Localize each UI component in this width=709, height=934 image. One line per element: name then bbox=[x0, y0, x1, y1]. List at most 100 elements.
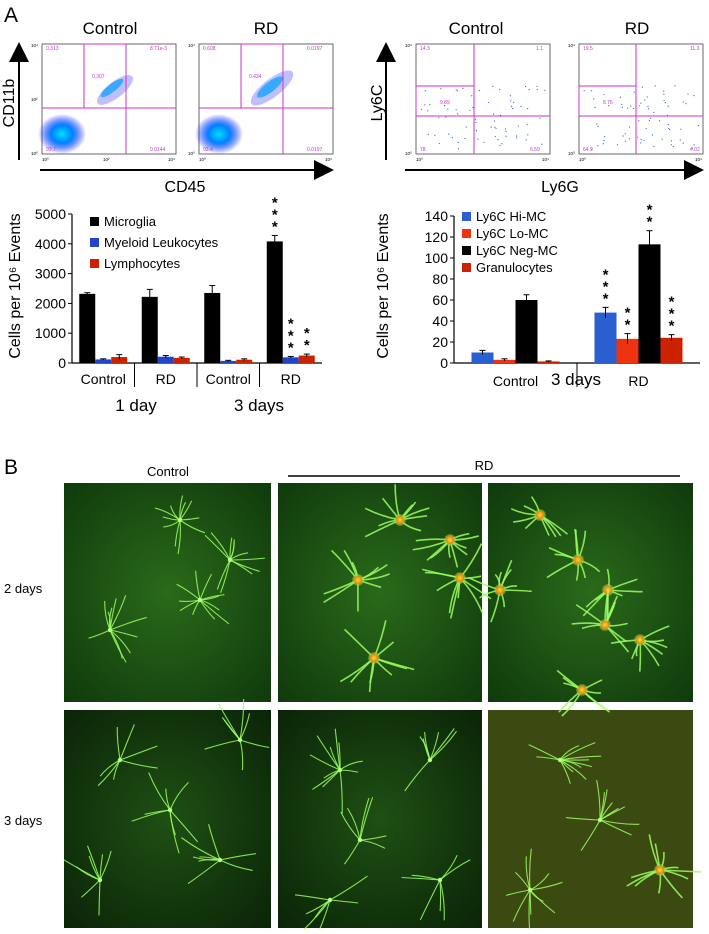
micro-cell bbox=[63, 845, 112, 916]
scatter-dot bbox=[525, 139, 527, 141]
scatter-dot bbox=[524, 85, 527, 88]
q-val: 8.71e-3 bbox=[150, 46, 167, 52]
scatter-dot bbox=[456, 113, 459, 115]
scatter-dot bbox=[438, 142, 440, 145]
q-val: 0.313 bbox=[46, 46, 59, 52]
significance-star: * bbox=[625, 305, 631, 322]
micro-cell bbox=[404, 728, 457, 792]
chart-left-categories: Control RD Control RD bbox=[81, 371, 301, 387]
scatter-dot bbox=[638, 105, 640, 107]
category-label: RD bbox=[281, 371, 301, 387]
q-val: 93.4 bbox=[203, 147, 213, 153]
tick-label: 10⁴ bbox=[405, 43, 412, 48]
scatter-dot bbox=[628, 126, 631, 128]
q-val: 11.3 bbox=[690, 46, 700, 52]
chart-left-bars: ******** bbox=[79, 194, 315, 363]
tick-label: 10⁰ bbox=[405, 151, 412, 156]
scatter-dot bbox=[492, 113, 495, 115]
scatter-dot bbox=[680, 128, 682, 130]
category-label: Control bbox=[493, 373, 538, 389]
chart-left-ylabel: Cells per 10⁶ Events bbox=[7, 213, 24, 358]
q-val: 0.434 bbox=[249, 74, 262, 80]
bar bbox=[111, 357, 128, 363]
q-val: 0.0144 bbox=[150, 147, 166, 153]
scatter-dot bbox=[469, 109, 471, 112]
row-label-2-days: 2 days bbox=[4, 581, 43, 596]
scatter-dot bbox=[670, 144, 672, 146]
legend-swatch bbox=[462, 229, 471, 238]
scatter-dot bbox=[593, 98, 595, 100]
scatter-dot bbox=[640, 139, 642, 141]
scatter-dot bbox=[440, 88, 442, 90]
chart-right-group: 3 days bbox=[551, 370, 601, 389]
scatter-dot bbox=[638, 120, 640, 122]
scatter-dot bbox=[520, 105, 522, 107]
scatter-dot bbox=[663, 99, 665, 102]
bar bbox=[298, 355, 315, 363]
scatter-dot bbox=[517, 125, 519, 127]
category-label: Control bbox=[81, 371, 126, 387]
chart-left-group-1: 1 day bbox=[115, 396, 157, 415]
tick-labels: 10⁰ 10⁴ 10² 10⁰ 10² 10⁴ bbox=[31, 43, 175, 162]
micro-cell bbox=[88, 595, 147, 663]
legend-swatch bbox=[462, 212, 471, 221]
scatter-dot bbox=[527, 108, 529, 110]
bar bbox=[157, 356, 174, 363]
scatter-dot bbox=[583, 90, 585, 92]
micro-cell bbox=[401, 854, 471, 921]
flow-left-title-control: Control bbox=[83, 19, 138, 38]
scatter-dot bbox=[510, 105, 513, 107]
scatter-dot bbox=[697, 124, 700, 127]
legend-label: Ly6C Lo-MC bbox=[476, 226, 548, 241]
scatter-dot bbox=[539, 117, 541, 119]
scatter-dot bbox=[679, 139, 681, 141]
tick-label: 10⁴ bbox=[325, 157, 332, 162]
bar bbox=[79, 293, 96, 363]
y-tick-label: 5000 bbox=[35, 206, 66, 222]
bar bbox=[220, 360, 237, 363]
significance-star: * bbox=[603, 290, 609, 307]
scatter-dot bbox=[457, 141, 459, 144]
y-tick-label: 140 bbox=[425, 208, 449, 224]
y-tick-label: 20 bbox=[432, 334, 448, 350]
legend-label: Granulocytes bbox=[476, 260, 553, 275]
legend-swatch bbox=[90, 238, 99, 247]
chart-left-legend: Microglia Myeloid Leukocytes Lymphocytes bbox=[90, 214, 219, 271]
scatter-dot bbox=[462, 87, 464, 89]
tick-label: 10⁰ bbox=[31, 151, 38, 156]
micrograph-panel: Control RD 2 days 3 days bbox=[4, 458, 702, 933]
micro-cell bbox=[565, 780, 640, 851]
micrograph-cells bbox=[63, 484, 702, 933]
micro-cell bbox=[181, 824, 257, 885]
legend-swatch bbox=[90, 259, 99, 268]
flow-left-x-label: CD45 bbox=[165, 179, 206, 196]
y-tick-label: 100 bbox=[425, 250, 449, 266]
micrograph-rd-2days-b bbox=[488, 483, 693, 702]
scatter-dot bbox=[509, 95, 512, 97]
scatter-dot bbox=[669, 128, 671, 131]
micro-cell bbox=[546, 528, 601, 581]
scatter-dot bbox=[456, 90, 459, 92]
q-val: 14.3 bbox=[420, 46, 430, 52]
scatter-dot bbox=[505, 135, 507, 137]
bar bbox=[204, 292, 221, 363]
flow-left-y-label: CD11b bbox=[1, 79, 18, 128]
q-val: 6.59 bbox=[530, 147, 540, 153]
scatter-dot bbox=[668, 127, 670, 130]
legend-swatch bbox=[90, 217, 99, 226]
flow-left: Control RD CD11b CD45 0.313 8.71e-3 0.01… bbox=[1, 19, 334, 196]
scatter-dot bbox=[512, 107, 514, 110]
significance-star: * bbox=[603, 278, 609, 295]
significance-star: * bbox=[669, 318, 675, 335]
scatter-dot bbox=[685, 103, 687, 105]
panel-label-a: A bbox=[4, 4, 18, 27]
significance-star: * bbox=[288, 327, 294, 344]
scatter-dot bbox=[427, 133, 429, 135]
scatter-dot bbox=[622, 135, 624, 137]
row-label-3-days: 3 days bbox=[4, 813, 43, 828]
y-tick-label: 0 bbox=[58, 355, 66, 371]
tick-label: 10⁴ bbox=[188, 43, 195, 48]
scatter-dot bbox=[494, 126, 496, 128]
micro-cell bbox=[422, 543, 492, 619]
